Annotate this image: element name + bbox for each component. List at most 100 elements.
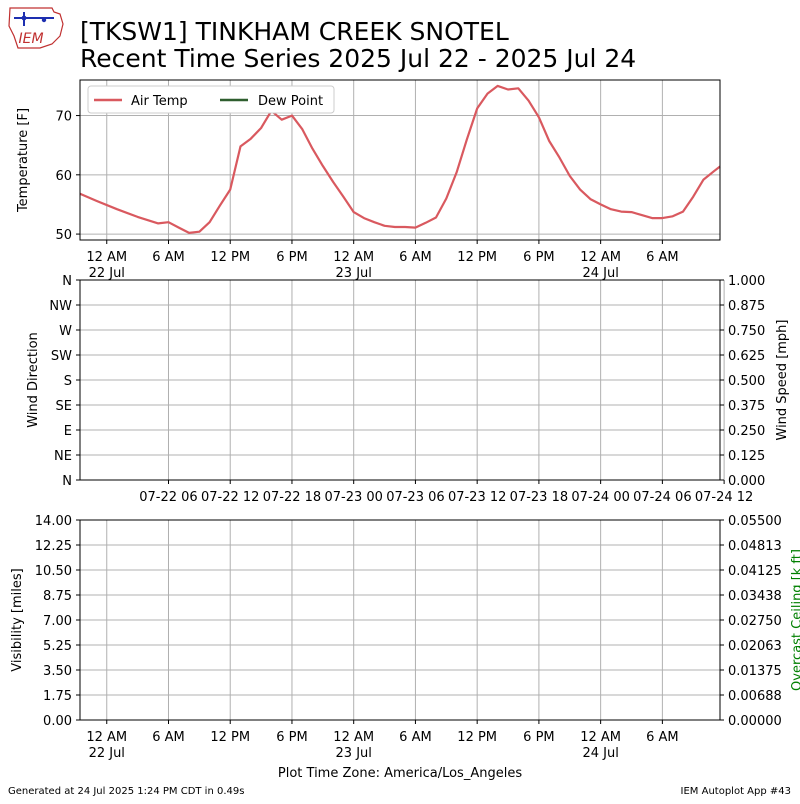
visibility-tick-label: 8.75: [43, 589, 72, 604]
wind-direction-label: Wind Direction: [26, 332, 41, 428]
air-temp-line: [79, 84, 721, 234]
wind-speed-tick-label: 0.500: [728, 374, 765, 389]
visibility-x-tick-label: 6 AM: [152, 730, 185, 745]
temperature-x-tick-label: 6 AM: [399, 250, 432, 265]
iem-logo: IEM: [8, 7, 64, 49]
wind-speed-tick-label: 1.000: [728, 274, 765, 289]
wind-x-tick-label: 07-22 06: [139, 490, 197, 505]
ceiling-tick-label: 0.03438: [728, 589, 782, 604]
wind-speed-tick-label: 0.875: [728, 299, 765, 314]
ceiling-label: Overcast Ceiling [k ft]: [790, 549, 800, 691]
visibility-x-tick-label: 6 AM: [646, 730, 679, 745]
visibility-x-tick-label: 6 PM: [276, 730, 307, 745]
visibility-tick-label: 12.25: [35, 539, 72, 554]
wind-direction-tick-label: NW: [49, 299, 72, 314]
chart-title-line2: Recent Time Series 2025 Jul 22 - 2025 Ju…: [80, 44, 636, 73]
wind-speed-tick-label: 0.625: [728, 349, 765, 364]
visibility-panel: 0.001.753.505.257.008.7510.5012.2514.00 …: [10, 514, 800, 761]
temperature-y-tick-label: 60: [55, 169, 72, 184]
wind-x-tick-label: 07-22 18: [263, 490, 321, 505]
wind-x-tick-label: 07-24 00: [571, 490, 629, 505]
visibility-x-tick-label: 12 AM: [86, 730, 127, 745]
visibility-ticks: 0.00 1.75 3.50 5.25 7.00 8.75 10.50 12.25 14.00: [35, 514, 80, 729]
visibility-x-tick-label: 12 AM: [580, 730, 621, 745]
temperature-x-tick-label: 12 PM: [457, 250, 497, 265]
visibility-tick-label: 5.25: [43, 639, 72, 654]
ceiling-tick-label: 0.05500: [728, 514, 782, 529]
wind-direction-ticks: N NE E SE S SW W NW N: [49, 274, 80, 489]
visibility-label: Visibility [miles]: [10, 568, 25, 671]
wind-speed-tick-label: 0.375: [728, 399, 765, 414]
temperature-y-tick-label: 70: [55, 110, 72, 125]
temperature-y-tick-label: 50: [55, 228, 72, 243]
wind-x-tick-label: 07-24 12: [695, 490, 753, 505]
visibility-day-label: 23 Jul: [336, 746, 372, 761]
wind-speed-ticks: 0.000 0.125 0.250 0.375 0.500 0.625 0.750 0.875…: [720, 274, 765, 489]
wind-x-tick-label: 07-22 12: [201, 490, 259, 505]
wind-direction-tick-label: SW: [51, 349, 72, 364]
visibility-tick-label: 10.50: [35, 564, 72, 579]
visibility-tick-label: 1.75: [43, 689, 72, 704]
wind-x-tick-label: 07-23 18: [510, 490, 568, 505]
ceiling-tick-label: 0.02750: [728, 614, 782, 629]
visibility-tick-label: 14.00: [35, 514, 72, 529]
visibility-tick-label: 7.00: [43, 614, 72, 629]
temperature-x-tick-label: 6 PM: [276, 250, 307, 265]
temperature-legend: Air Temp Dew Point: [87, 85, 335, 114]
app-label: IEM Autoplot App #43: [681, 786, 791, 797]
temperature-x-tick-label: 6 PM: [523, 250, 554, 265]
temperature-x-tick-label: 12 PM: [210, 250, 250, 265]
chart-title-line1: [TKSW1] TINKHAM CREEK SNOTEL: [80, 17, 509, 46]
wind-speed-tick-label: 0.000: [728, 474, 765, 489]
wind-grid: [80, 280, 725, 480]
wind-speed-label: Wind Speed [mph]: [775, 320, 790, 441]
temperature-x-tick-label: 6 AM: [646, 250, 679, 265]
logo-text: IEM: [18, 31, 43, 47]
temperature-y-label: Temperature [F]: [16, 108, 31, 213]
temperature-x-tick-label: 12 AM: [333, 250, 374, 265]
wind-direction-tick-label: SE: [56, 399, 72, 414]
legend-air-temp-label: Air Temp: [131, 94, 188, 109]
visibility-tick-label: 3.50: [43, 664, 72, 679]
ceiling-tick-label: 0.00000: [728, 714, 782, 729]
wind-direction-tick-label: S: [64, 374, 72, 389]
temperature-day-label: 24 Jul: [582, 266, 618, 281]
wind-direction-tick-label: N: [62, 474, 72, 489]
temperature-x-tick-label: 12 AM: [580, 250, 621, 265]
wind-speed-tick-label: 0.250: [728, 424, 765, 439]
visibility-grid: [80, 520, 720, 720]
wind-speed-tick-label: 0.125: [728, 449, 765, 464]
visibility-x-tick-label: 12 PM: [210, 730, 250, 745]
temperature-day-label: 22 Jul: [89, 266, 125, 281]
generated-note: Generated at 24 Jul 2025 1:24 PM CDT in …: [8, 786, 244, 797]
wind-x-tick-label: 07-23 06: [386, 490, 444, 505]
timezone-label: Plot Time Zone: America/Los_Angeles: [278, 766, 522, 781]
ceiling-tick-label: 0.00688: [728, 689, 782, 704]
temperature-plot-frame: [79, 79, 721, 241]
ceiling-ticks: 0.00000 0.00688 0.01375 0.02063 0.02750 0.034…: [720, 514, 782, 729]
visibility-day-label: 22 Jul: [89, 746, 125, 761]
wind-x-ticks: 07-22 06 07-22 12 07-22 18 07-23 00 07-23 06…: [139, 480, 753, 505]
visibility-tick-label: 0.00: [43, 714, 72, 729]
temperature-y-ticks: 50 60 70: [55, 110, 80, 243]
legend-dew-point-label: Dew Point: [258, 94, 323, 109]
wind-direction-tick-label: W: [59, 324, 72, 339]
temperature-x-tick-label: 6 AM: [152, 250, 185, 265]
wind-x-tick-label: 07-23 00: [324, 490, 382, 505]
wind-speed-tick-label: 0.750: [728, 324, 765, 339]
visibility-x-tick-label: 6 PM: [523, 730, 554, 745]
temperature-x-tick-label: 12 AM: [86, 250, 127, 265]
wind-direction-tick-label: N: [62, 274, 72, 289]
wind-direction-tick-label: E: [64, 424, 72, 439]
wind-direction-tick-label: NE: [54, 449, 72, 464]
visibility-x-tick-label: 6 AM: [399, 730, 432, 745]
wind-x-tick-label: 07-23 12: [448, 490, 506, 505]
ceiling-tick-label: 0.04813: [728, 539, 782, 554]
visibility-x-tick-label: 12 AM: [333, 730, 374, 745]
ceiling-tick-label: 0.02063: [728, 639, 782, 654]
visibility-day-label: 24 Jul: [582, 746, 618, 761]
